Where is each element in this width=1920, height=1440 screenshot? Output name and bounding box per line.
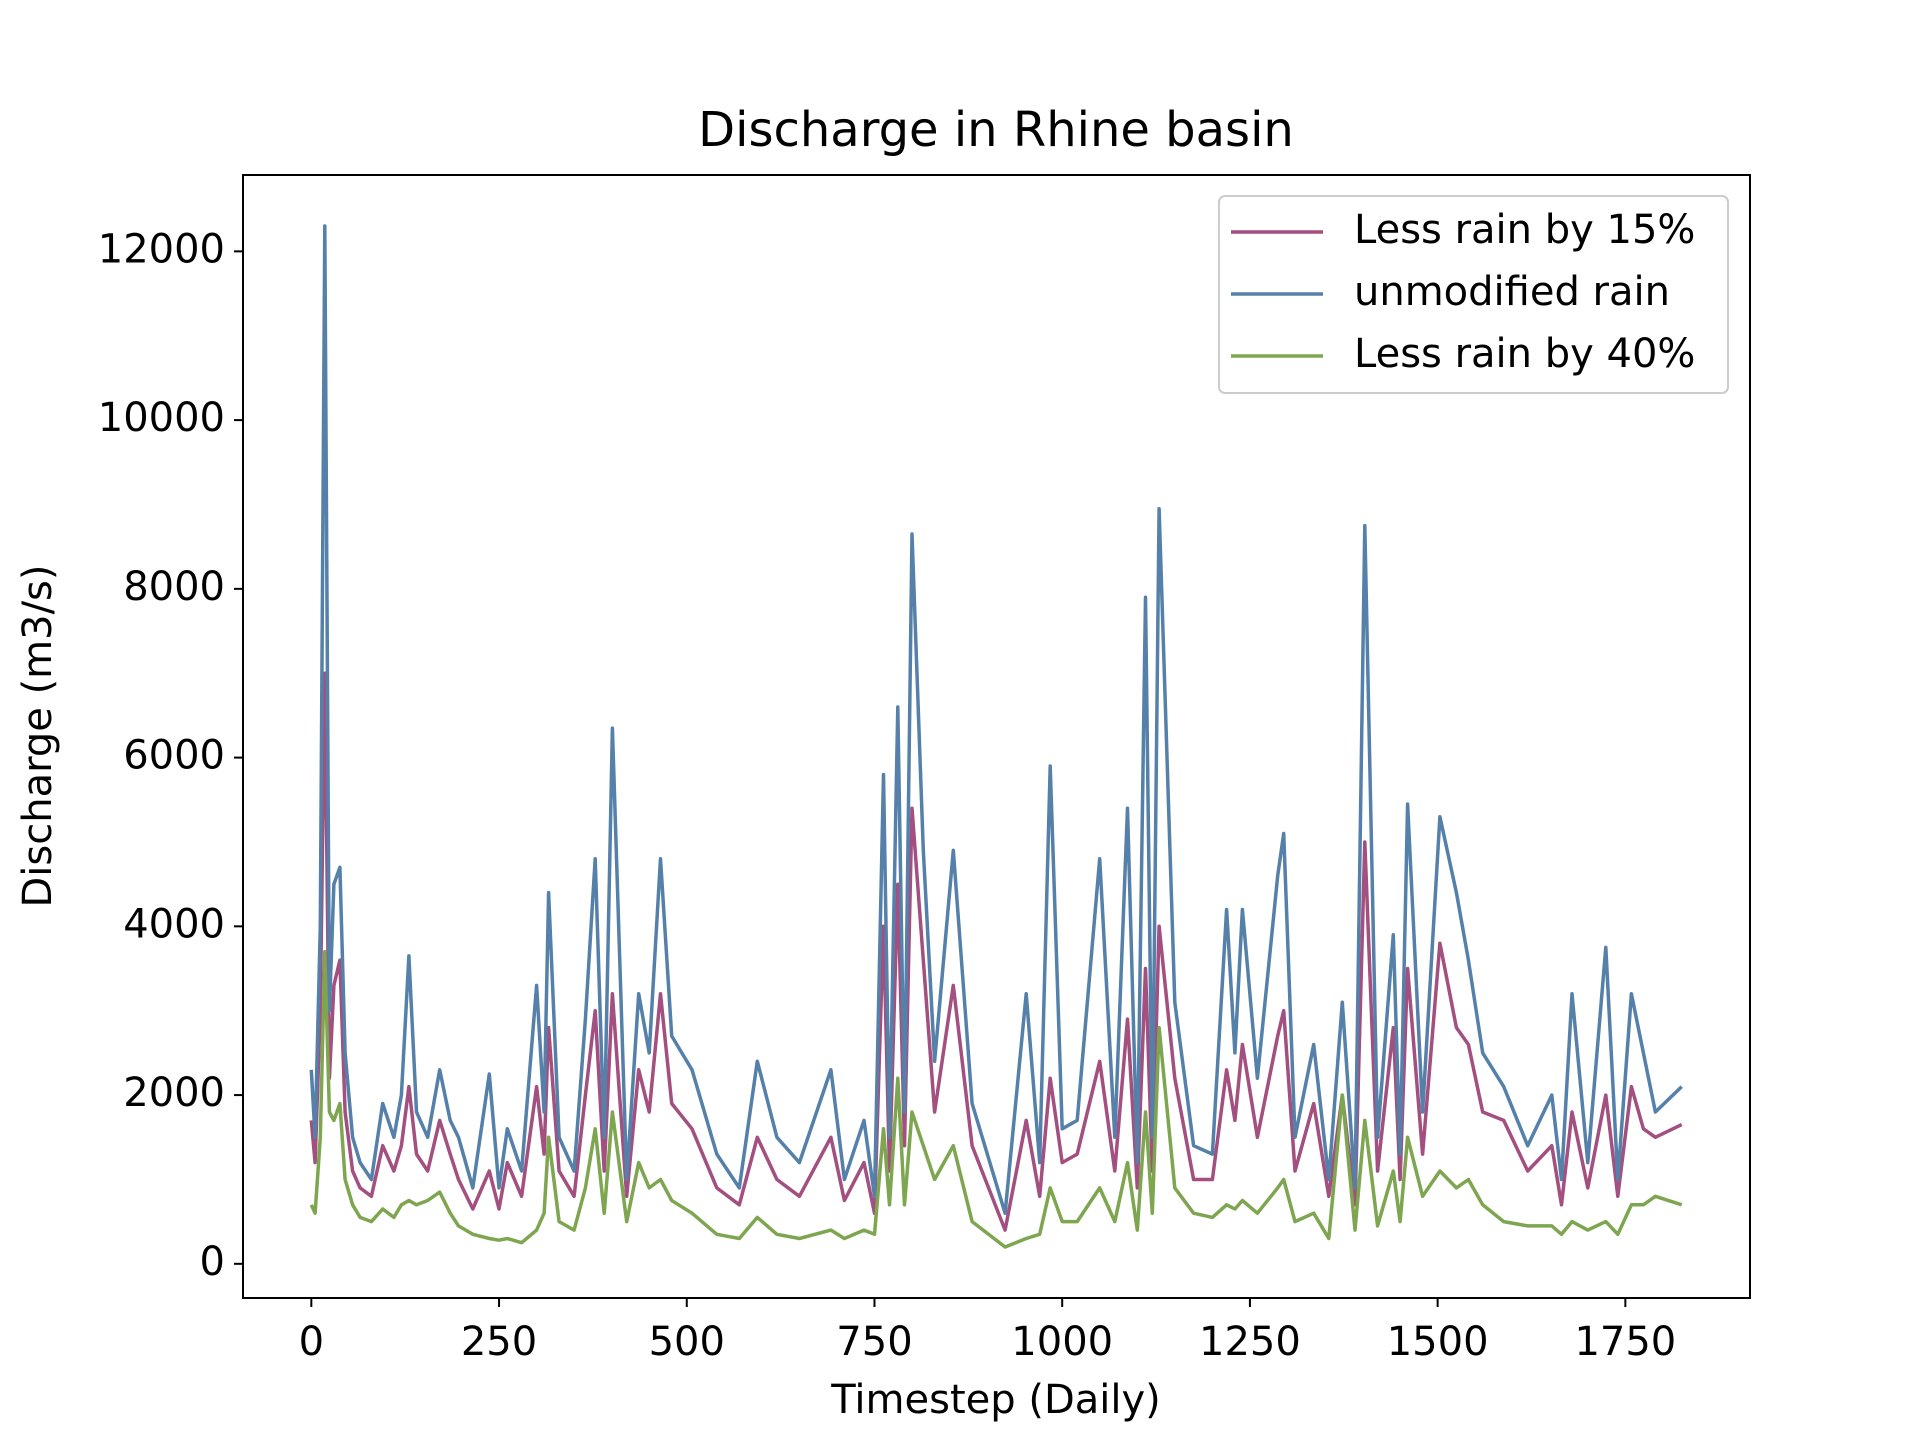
y-tick-label: 6000 (123, 733, 225, 779)
y-tick-label: 8000 (123, 564, 225, 610)
x-tick-label: 1000 (1011, 1319, 1113, 1365)
legend-label: Less rain by 40% (1354, 331, 1695, 377)
x-tick-label: 500 (649, 1319, 725, 1365)
y-tick-label: 10000 (98, 395, 225, 441)
legend-box (1218, 195, 1729, 394)
x-axis-label: Timestep (Daily) (830, 1377, 1161, 1423)
plot-frame (242, 174, 1751, 1299)
series-line (309, 671, 1683, 1232)
y-tick-label: 2000 (123, 1070, 225, 1116)
x-tick-label: 1500 (1387, 1319, 1489, 1365)
x-tick-label: 750 (836, 1319, 912, 1365)
y-tick-label: 4000 (123, 901, 225, 947)
y-axis-label: Discharge (m3/s) (15, 564, 61, 907)
x-tick-label: 0 (299, 1319, 324, 1365)
x-tick-label: 1750 (1574, 1319, 1676, 1365)
legend-label: unmodified rain (1354, 269, 1670, 315)
legend: Less rain by 15% unmodified rain Less rain… (1218, 195, 1729, 394)
chart-title: Discharge in Rhine basin (698, 102, 1294, 158)
x-tick-label: 250 (461, 1319, 537, 1365)
x-tick-label: 1250 (1199, 1319, 1301, 1365)
y-tick-label: 0 (200, 1239, 225, 1285)
legend-label: Less rain by 15% (1354, 207, 1695, 253)
y-tick-label: 12000 (98, 226, 225, 272)
series-line (309, 224, 1683, 1215)
series-line (309, 949, 1683, 1249)
